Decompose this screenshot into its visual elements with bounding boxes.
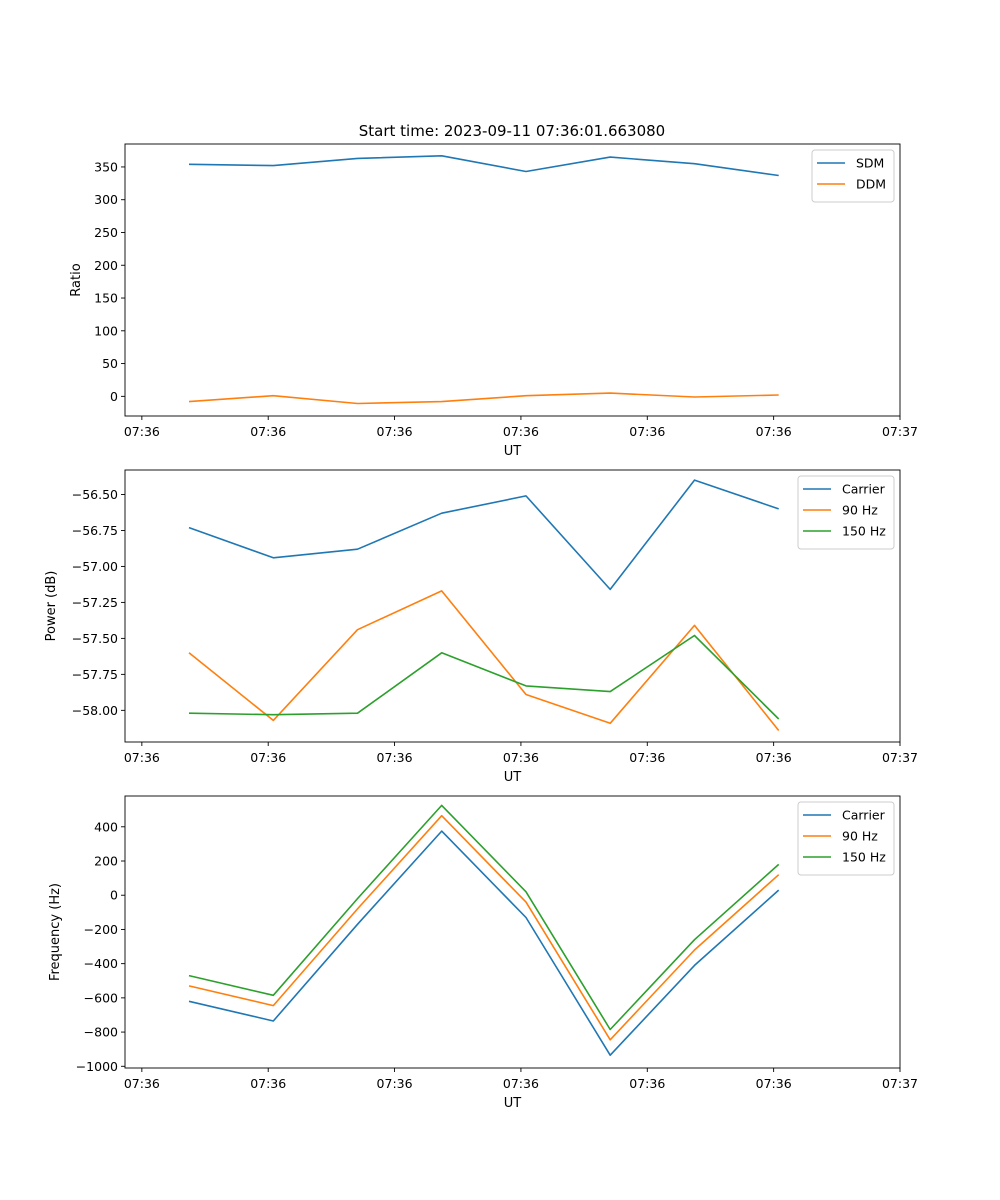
frequency-x-tick-label: 07:36 (629, 1076, 665, 1091)
ratio-x-tick-label: 07:36 (756, 424, 792, 439)
power-y-tick-label: −57.25 (72, 595, 118, 610)
ratio-series-line-ddm (188, 392, 779, 405)
ratio-legend-label: SDM (856, 156, 884, 171)
ratio-x-axis-label: UT (504, 444, 522, 459)
frequency-x-tick-label: 07:36 (377, 1076, 413, 1091)
power-y-tick-label: −56.75 (72, 523, 118, 538)
frequency-x-tick-label: 07:36 (756, 1076, 792, 1091)
frequency-x-axis-label: UT (504, 1096, 522, 1111)
frequency-y-tick-label: −200 (84, 922, 118, 937)
power-x-tick-label: 07:37 (882, 750, 918, 765)
ratio-series-line-sdm (188, 155, 779, 177)
frequency-series-line-carrier (188, 830, 780, 1056)
power-x-tick-label: 07:36 (124, 750, 160, 765)
frequency-series-line-90-hz (188, 814, 780, 1041)
power-legend-label: 150 Hz (842, 524, 886, 539)
ratio-y-tick-label: 250 (94, 225, 118, 240)
power-axes-frame (124, 469, 901, 743)
frequency-x-tick-label: 07:36 (250, 1076, 286, 1091)
power-x-tick-label: 07:36 (629, 750, 665, 765)
ratio-y-tick-label: 150 (94, 291, 118, 306)
frequency-x-tick-label: 07:36 (503, 1076, 539, 1091)
frequency-legend-label: 90 Hz (842, 829, 878, 844)
frequency-y-tick-label: −800 (84, 1025, 118, 1040)
ratio-y-tick-label: 50 (102, 356, 118, 371)
frequency-legend-label: Carrier (842, 808, 886, 823)
ratio-x-tick-label: 07:36 (503, 424, 539, 439)
ratio-axes-frame (124, 143, 901, 417)
frequency-y-tick-label: 400 (94, 819, 118, 834)
ratio-y-tick-label: 0 (110, 389, 118, 404)
frequency-panel: −1000 −800 −600 −400 −200 0 200 400 07:36 07:36 07… (48, 795, 918, 1111)
frequency-x-tick-label: 07:36 (124, 1076, 160, 1091)
frequency-y-tick-label: 0 (110, 888, 118, 903)
ratio-x-tick-label: 07:36 (629, 424, 665, 439)
power-series-line-carrier (188, 479, 779, 591)
frequency-y-axis-label: Frequency (Hz) (48, 883, 63, 981)
ratio-x-tick-label: 07:36 (124, 424, 160, 439)
power-y-tick-label: −58.00 (72, 703, 118, 718)
ratio-x-tick-label: 07:36 (377, 424, 413, 439)
ratio-y-axis-label: Ratio (69, 263, 84, 296)
power-legend-label: 90 Hz (842, 503, 878, 518)
power-y-tick-label: −56.50 (72, 487, 118, 502)
ratio-y-tick-label: 100 (94, 323, 118, 338)
frequency-y-tick-label: −400 (84, 956, 118, 971)
power-x-tick-label: 07:36 (250, 750, 286, 765)
figure-title: Start time: 2023-09-11 07:36:01.663080 (359, 122, 665, 140)
power-y-tick-label: −57.75 (72, 667, 118, 682)
power-panel: −58.00 −57.75 −57.50 −57.25 −57.00 −56.75 −56.… (44, 469, 918, 785)
frequency-y-tick-label: −600 (84, 990, 118, 1005)
frequency-series-line-150-hz (188, 804, 780, 1031)
ratio-legend-label: DDM (856, 177, 886, 192)
power-series-line-150-hz (188, 634, 780, 720)
power-x-tick-label: 07:36 (503, 750, 539, 765)
power-series-line-90-hz (188, 590, 780, 732)
ratio-y-tick-label: 200 (94, 258, 118, 273)
power-legend-label: Carrier (842, 482, 886, 497)
frequency-x-tick-label: 07:37 (882, 1076, 918, 1091)
ratio-x-tick-label: 07:37 (882, 424, 918, 439)
power-y-axis-label: Power (dB) (44, 571, 59, 642)
ratio-panel: 0 50 100 150 200 250 300 350 07:36 07:36 07:36 07:3… (69, 143, 918, 459)
power-x-tick-label: 07:36 (377, 750, 413, 765)
power-y-tick-label: −57.00 (72, 559, 118, 574)
power-x-tick-label: 07:36 (756, 750, 792, 765)
ratio-y-tick-label: 300 (94, 192, 118, 207)
ratio-y-tick-label: 350 (94, 159, 118, 174)
ratio-x-tick-label: 07:36 (250, 424, 286, 439)
frequency-axes-frame (124, 795, 901, 1069)
frequency-y-tick-label: −1000 (76, 1059, 118, 1074)
power-y-tick-label: −57.50 (72, 631, 118, 646)
power-x-axis-label: UT (504, 770, 522, 785)
frequency-y-tick-label: 200 (94, 854, 118, 869)
frequency-legend-label: 150 Hz (842, 850, 886, 865)
